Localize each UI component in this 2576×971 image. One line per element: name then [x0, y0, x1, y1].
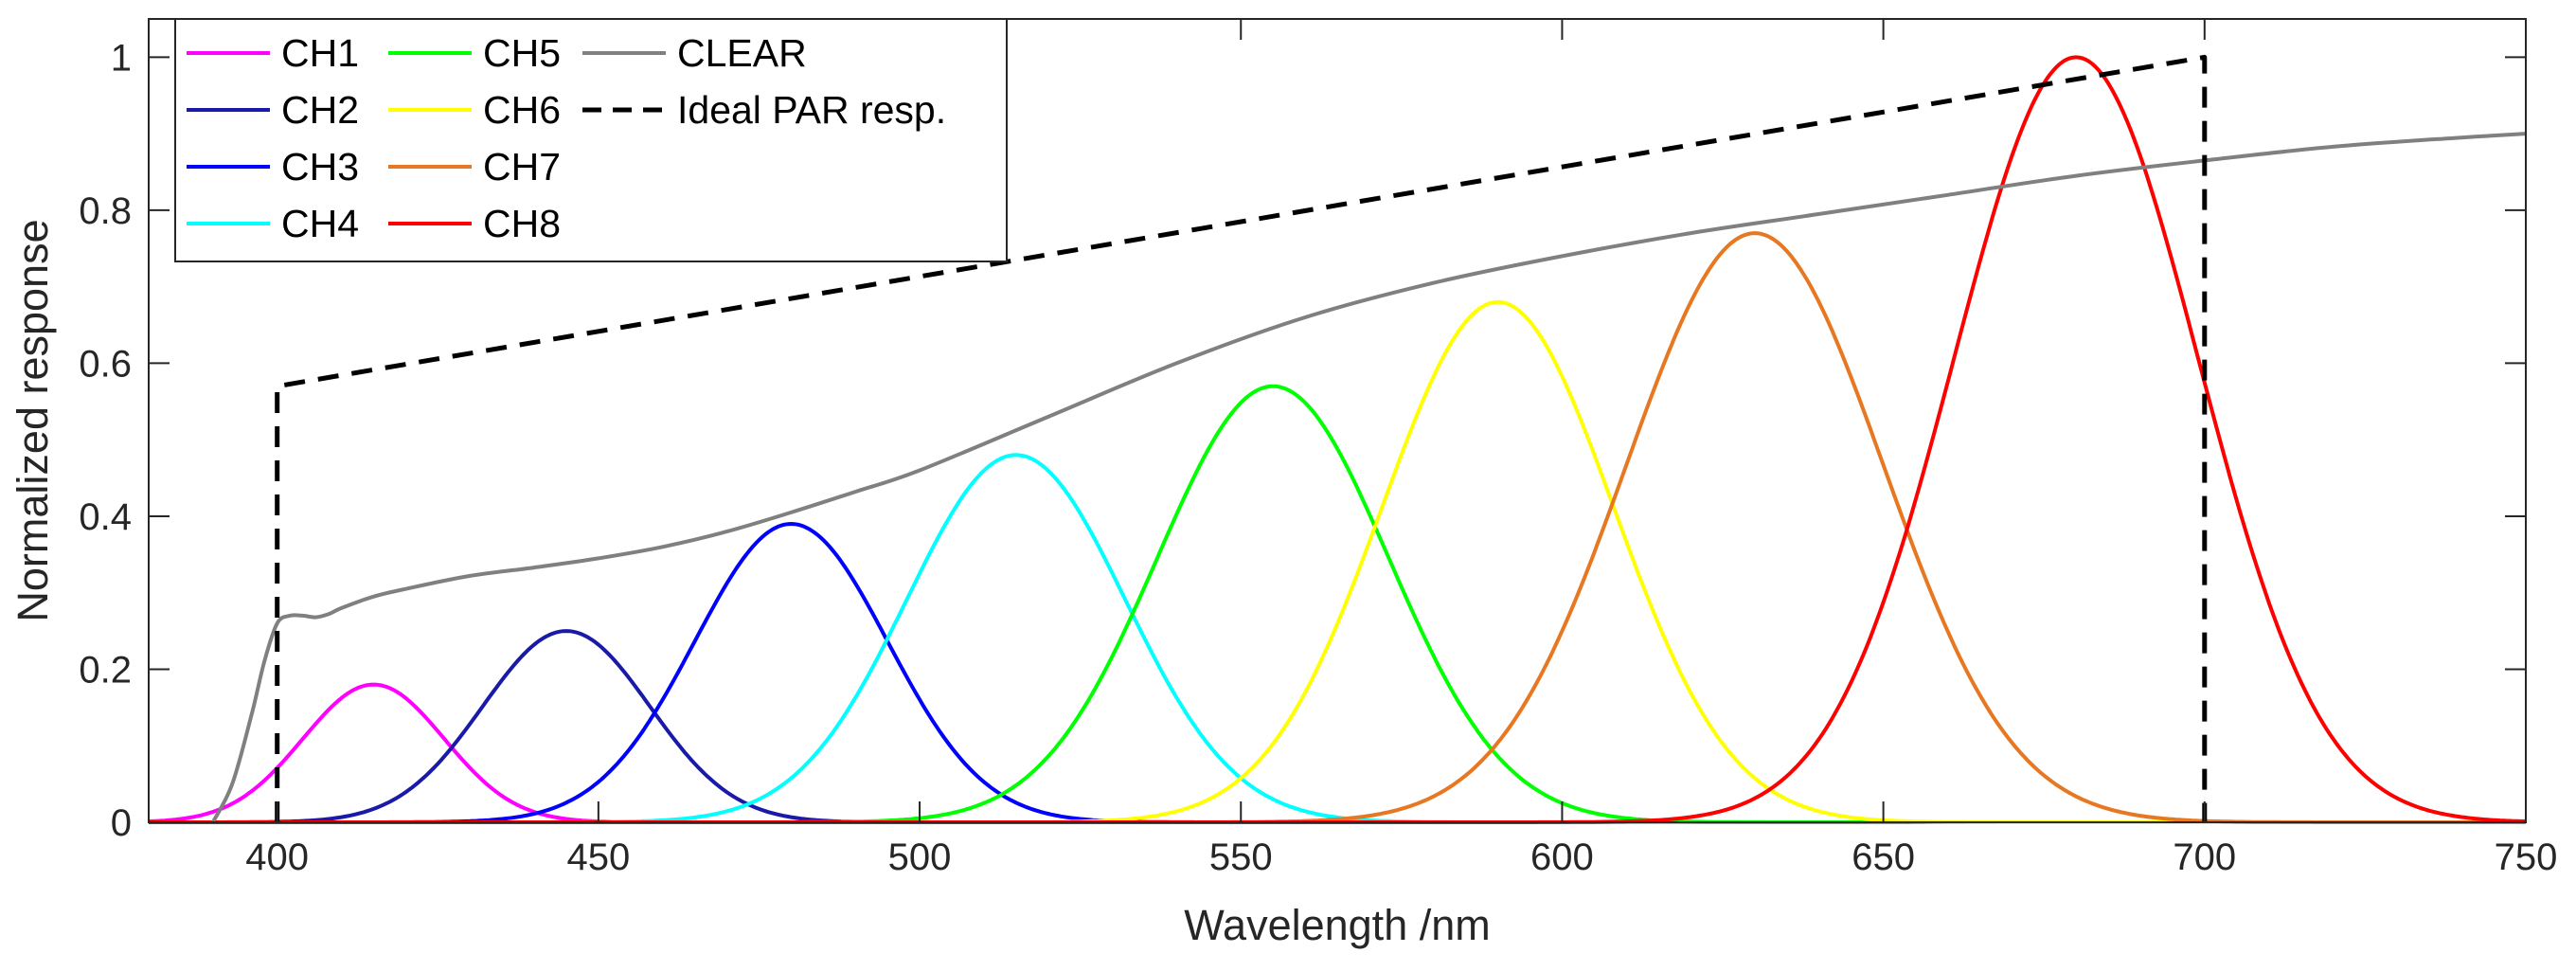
axes-layer: 400 450 500 550 600 650 700 750 0 0.2 0.4 0.6 0.8 1 — [79, 18, 2558, 878]
x-tick-label: 600 — [1530, 836, 1594, 878]
y-axis-title: Normalized response — [9, 219, 57, 621]
y-tick-label: 0.4 — [79, 496, 132, 538]
x-tick-label: 650 — [1852, 836, 1915, 878]
legend-label: CH5 — [483, 31, 561, 75]
legend-label: CH1 — [281, 31, 359, 75]
y-tick-label: 1 — [111, 37, 132, 79]
y-tick-label: 0 — [111, 802, 132, 844]
legend: CH1 CH2 CH3 CH4 CH5 CH6 CH7 CH8 CLEAR Ideal PAR r… — [174, 18, 1008, 262]
x-axis-title: Wavelength /nm — [1184, 901, 1490, 949]
x-tick-label: 450 — [566, 836, 630, 878]
legend-box — [174, 18, 1008, 262]
legend-label: CH2 — [281, 88, 359, 132]
x-tick-label: 400 — [245, 836, 309, 878]
legend-label: CH4 — [281, 202, 359, 245]
series-line-clear — [211, 132, 2527, 823]
x-tick-label: 700 — [2173, 836, 2236, 878]
legend-label: Ideal PAR resp. — [677, 88, 946, 132]
axes-box — [148, 18, 2527, 823]
legend-label: CLEAR — [677, 31, 807, 75]
series-line-ideal-par-resp — [275, 54, 2208, 822]
y-tick-label: 0.2 — [79, 649, 132, 691]
x-tick-label: 750 — [2495, 836, 2558, 878]
legend-label: CH3 — [281, 145, 359, 189]
y-tick-label: 0.8 — [79, 190, 132, 232]
y-tick-label: 0.6 — [79, 343, 132, 385]
x-tick-label: 550 — [1209, 836, 1273, 878]
legend-label: CH7 — [483, 145, 561, 189]
legend-label: CH8 — [483, 202, 561, 245]
x-tick-label: 500 — [888, 836, 952, 878]
legend-label: CH6 — [483, 88, 561, 132]
